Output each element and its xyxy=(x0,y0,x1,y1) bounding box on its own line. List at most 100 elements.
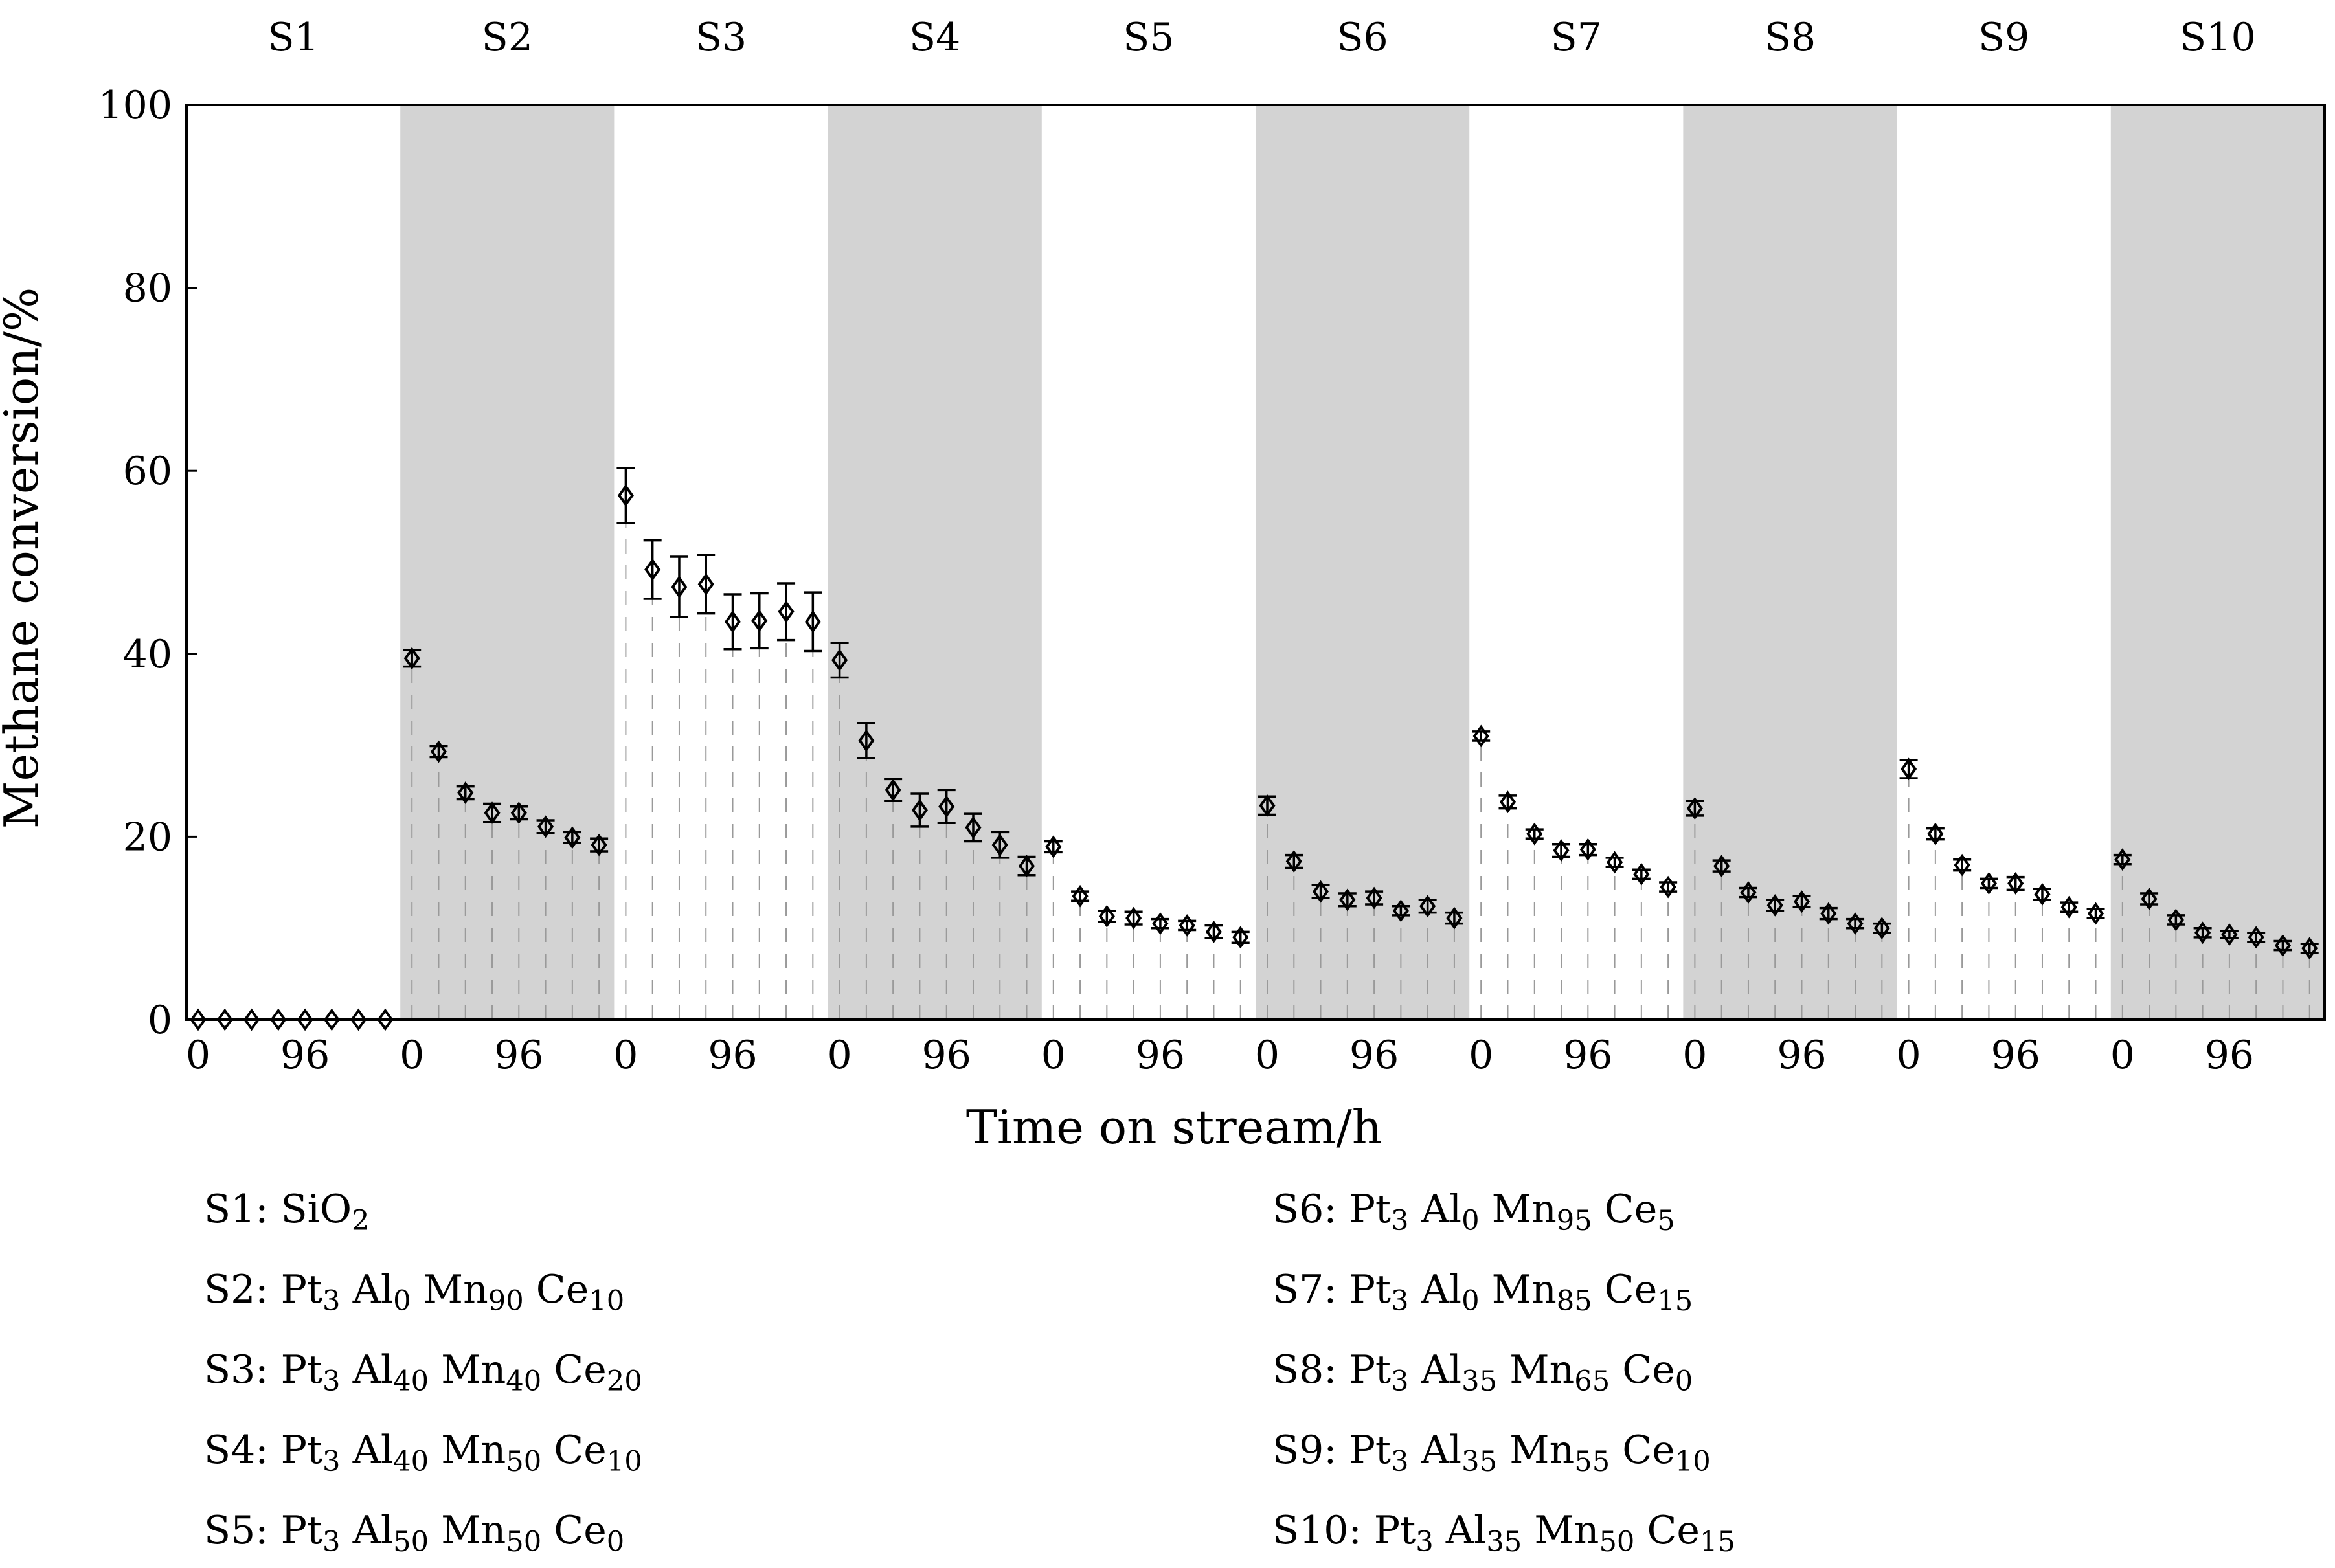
band-s8 xyxy=(1683,105,1897,1020)
data-point-s5 xyxy=(1232,926,1249,949)
error-bars xyxy=(403,467,2319,954)
data-point-s2 xyxy=(564,826,581,849)
x-axis: 0 96 0 96 0 96 0 96 0 96 0 96 0 96 0 96 0 96 0 96 xyxy=(186,1033,2254,1078)
segment-label-s5: S5 xyxy=(1123,15,1174,60)
data-point-s1 xyxy=(377,1008,394,1031)
data-point-s1 xyxy=(243,1008,260,1031)
data-point-s4 xyxy=(831,649,848,672)
data-point-s3 xyxy=(671,576,688,599)
x-tick-label: 96 xyxy=(280,1033,330,1078)
y-tick-label: 0 xyxy=(148,998,172,1043)
x-tick-label: 0 xyxy=(1255,1033,1280,1078)
data-point-s8 xyxy=(1740,881,1757,904)
x-tick-label: 96 xyxy=(494,1033,543,1078)
x-tick-label: 0 xyxy=(1897,1033,1921,1078)
data-point-s2 xyxy=(484,801,501,825)
data-point-s4 xyxy=(991,833,1008,857)
data-point-s6 xyxy=(1259,794,1276,817)
x-tick-label: 96 xyxy=(1563,1033,1612,1078)
segment-label-s1: S1 xyxy=(267,15,319,60)
data-point-s5 xyxy=(1205,920,1222,943)
data-point-s7 xyxy=(1633,862,1650,886)
data-point-s1 xyxy=(350,1008,367,1031)
data-point-s1 xyxy=(190,1008,207,1031)
y-tick-label: 60 xyxy=(123,449,172,494)
data-point-s6 xyxy=(1285,850,1302,873)
segment-label-s9: S9 xyxy=(1978,15,2029,60)
data-point-s3 xyxy=(644,558,661,581)
segment-bands xyxy=(400,105,2325,1020)
data-point-s4 xyxy=(965,816,982,839)
data-point-s10 xyxy=(2167,908,2184,932)
segment-label-s2: S2 xyxy=(482,15,533,60)
x-tick-label: 96 xyxy=(1136,1033,1185,1078)
data-point-s10 xyxy=(2114,848,2131,871)
data-point-s7 xyxy=(1607,851,1623,874)
x-tick-label: 0 xyxy=(828,1033,852,1078)
data-point-s4 xyxy=(938,795,955,818)
data-point-s9 xyxy=(1901,757,1917,781)
band-s4 xyxy=(828,105,1042,1020)
data-point-s8 xyxy=(1713,855,1730,878)
data-point-s5 xyxy=(1045,835,1062,858)
data-point-s3 xyxy=(778,600,795,623)
y-tick-label: 100 xyxy=(98,83,172,128)
drop-lines xyxy=(411,522,2310,1020)
data-point-s4 xyxy=(911,799,928,822)
x-tick-label: 0 xyxy=(2110,1033,2135,1078)
data-point-s2 xyxy=(591,833,607,857)
data-point-s10 xyxy=(2301,937,2318,960)
data-point-s3 xyxy=(804,610,821,633)
x-tick-label: 96 xyxy=(2205,1033,2254,1078)
data-point-s1 xyxy=(297,1008,313,1031)
segment-label-s10: S10 xyxy=(2180,15,2255,60)
band-s2 xyxy=(400,105,615,1020)
data-point-s6 xyxy=(1392,899,1409,923)
segment-label-s4: S4 xyxy=(909,15,960,60)
x-tick-label: 0 xyxy=(1682,1033,1707,1078)
data-point-s8 xyxy=(1820,902,1837,925)
x-tick-label: 96 xyxy=(1349,1033,1399,1078)
data-point-s10 xyxy=(2194,921,2211,945)
data-point-s7 xyxy=(1499,790,1517,814)
data-point-s2 xyxy=(510,801,527,825)
data-point-s3 xyxy=(697,572,714,596)
data-point-s1 xyxy=(270,1008,287,1031)
y-tick-label: 20 xyxy=(123,814,172,860)
x-tick-label: 0 xyxy=(613,1033,638,1078)
data-point-s9 xyxy=(2087,902,2104,925)
data-point-s4 xyxy=(1018,855,1035,878)
data-point-s9 xyxy=(2007,872,2024,895)
plot-frame xyxy=(185,104,2326,1021)
x-axis-label: Time on stream/h xyxy=(966,1100,1382,1154)
data-point-s9 xyxy=(1927,822,1944,846)
data-point-s6 xyxy=(1339,888,1356,912)
data-point-s9 xyxy=(2060,895,2077,919)
data-point-s7 xyxy=(1660,875,1676,899)
data-point-s8 xyxy=(1873,917,1890,940)
data-point-s10 xyxy=(2274,934,2291,957)
data-point-s4 xyxy=(858,729,875,752)
data-point-s9 xyxy=(1980,872,1997,895)
segment-labels: S1 S2 S3 S4 S5 S6 S7 S8 S9 S10 xyxy=(267,15,2255,60)
data-markers xyxy=(190,484,2318,1031)
x-tick-label: 96 xyxy=(708,1033,757,1078)
data-point-s10 xyxy=(2221,923,2238,946)
data-point-s5 xyxy=(1125,906,1142,930)
data-point-s5 xyxy=(1152,912,1169,935)
data-point-s8 xyxy=(1847,912,1864,935)
data-point-s6 xyxy=(1419,895,1436,918)
x-tick-label: 96 xyxy=(1991,1033,2040,1078)
data-point-s1 xyxy=(323,1008,340,1031)
data-point-s5 xyxy=(1072,884,1089,908)
data-point-s9 xyxy=(2034,882,2051,906)
data-point-s7 xyxy=(1472,724,1489,748)
band-s6 xyxy=(1256,105,1470,1020)
data-point-s3 xyxy=(724,610,741,633)
data-point-s3 xyxy=(751,609,768,633)
data-point-s2 xyxy=(457,781,474,804)
data-point-s3 xyxy=(617,484,634,507)
x-tick-label: 0 xyxy=(1469,1033,1493,1078)
segment-label-s6: S6 xyxy=(1337,15,1388,60)
